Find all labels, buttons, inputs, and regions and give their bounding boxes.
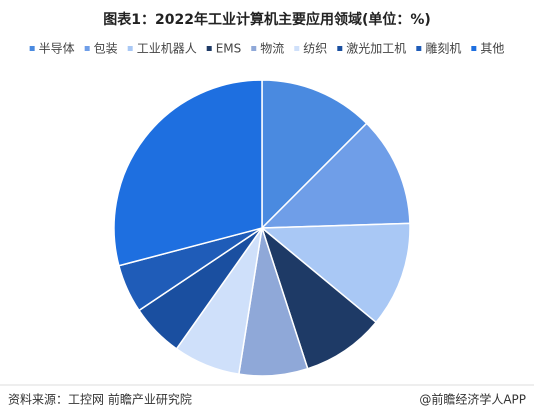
legend-label: 纺织 — [303, 42, 327, 56]
pie-slice — [259, 222, 411, 324]
legend-label: 半导体 — [39, 42, 75, 56]
legend-swatch — [337, 46, 343, 51]
pie-slice — [260, 122, 411, 229]
legend-swatch — [294, 46, 300, 51]
source: 资料来源：工控网 前瞻产业研究院 — [8, 392, 192, 407]
legend-swatch — [206, 46, 212, 51]
legend-label: 其他 — [480, 42, 504, 56]
legend: 半导体 包装 工业机器人 EMS 物流 纺织 激光加工机 雕刻机 其他 — [29, 41, 504, 56]
credit: @前瞻经济学人APP — [419, 392, 526, 407]
legend-swatch — [471, 46, 477, 51]
legend-label: 包装 — [94, 42, 118, 56]
chart-title: 图表1：2022年工业计算机主要应用领域(单位：%) — [103, 11, 431, 28]
legend-label: 工业机器人 — [137, 42, 197, 56]
legend-swatch — [251, 46, 257, 51]
legend-swatch — [416, 46, 422, 51]
pie-slice — [261, 79, 368, 230]
legend-label: 激光加工机 — [346, 42, 406, 56]
pie-slice — [260, 225, 378, 370]
legend-label: 雕刻机 — [425, 41, 461, 56]
legend-label: 物流 — [260, 42, 284, 56]
pie-slice — [113, 79, 263, 267]
legend-swatch — [127, 46, 133, 51]
legend-swatch — [84, 46, 90, 51]
legend-swatch — [29, 46, 35, 51]
legend-label: EMS — [216, 42, 242, 56]
